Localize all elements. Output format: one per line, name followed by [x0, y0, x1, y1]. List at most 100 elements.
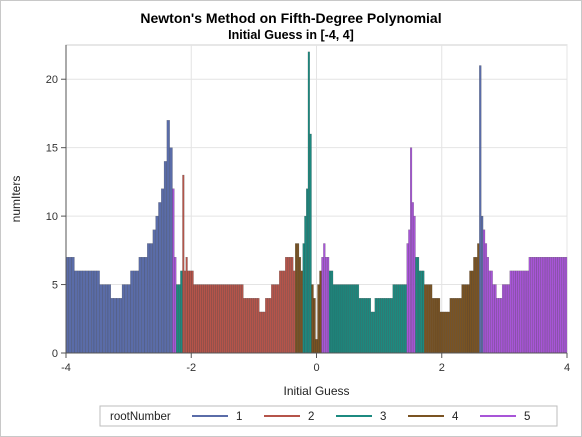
bar-root-5	[321, 257, 324, 354]
bar-root-5	[498, 298, 501, 354]
bar-root-1	[158, 202, 162, 354]
bar-root-1	[74, 270, 78, 354]
bar-root-1	[163, 161, 168, 354]
bar-root-3	[396, 284, 399, 354]
bar-root-4	[298, 257, 302, 354]
bar-root-5	[496, 298, 499, 354]
bar-root-4	[449, 298, 452, 354]
bar-root-5	[555, 257, 558, 354]
bar-root-5	[564, 257, 568, 354]
bar-root-5	[488, 270, 491, 354]
bar-root-5	[524, 270, 528, 354]
bar-root-3	[352, 284, 356, 354]
bar-root-5	[503, 284, 507, 354]
bar-root-5	[515, 270, 518, 354]
bar-root-5	[408, 229, 411, 354]
bar-root-2	[267, 298, 270, 354]
bar-root-4	[471, 270, 474, 354]
bar-root-1	[93, 270, 97, 354]
legend-label-2: 2	[308, 411, 314, 423]
bar-root-2	[223, 284, 226, 354]
bar-root-4	[469, 270, 472, 354]
bar-root-5	[526, 270, 530, 354]
bar-root-2	[273, 284, 276, 354]
bar-root-5	[323, 243, 326, 354]
bar-root-2	[253, 298, 256, 354]
bar-root-2	[211, 284, 214, 354]
bar-root-4	[445, 311, 449, 354]
bar-root-3	[336, 284, 340, 354]
bar-root-2	[235, 284, 238, 354]
bar-root-3	[338, 284, 342, 354]
bar-root-3	[346, 284, 350, 354]
bar-root-5	[410, 147, 413, 354]
bar-root-3	[390, 298, 393, 354]
bar-root-4	[443, 311, 447, 354]
bar-root-5	[486, 257, 489, 354]
bar-root-1	[138, 257, 142, 354]
bar-root-1	[161, 188, 165, 354]
bar-root-4	[426, 284, 429, 354]
bar-root-5	[505, 284, 509, 354]
bar-root-5	[551, 257, 554, 354]
bar-root-4	[459, 298, 462, 354]
bar-root-4	[295, 243, 298, 354]
bar-root-4	[473, 257, 476, 354]
bar-root-2	[243, 298, 246, 354]
bar-root-2	[281, 270, 284, 354]
bar-root-3	[368, 298, 372, 354]
bar-root-5	[517, 270, 520, 354]
bar-root-2	[289, 257, 292, 354]
bar-root-5	[507, 284, 510, 354]
bar-root-4	[457, 298, 460, 354]
bar-root-1	[155, 215, 159, 354]
bar-root-3	[350, 284, 354, 354]
bar-root-3	[344, 284, 348, 354]
bar-root-5	[509, 270, 512, 354]
bar-root-3	[356, 284, 360, 354]
bar-root-5	[547, 257, 551, 354]
bar-root-1	[71, 257, 75, 354]
bar-root-4	[439, 311, 443, 354]
bar-root-2	[197, 284, 200, 354]
bar-root-5	[559, 257, 562, 354]
bar-root-5	[490, 270, 493, 354]
bar-root-2	[213, 284, 216, 354]
x-tick-label: 0	[313, 362, 319, 374]
bar-root-2	[279, 270, 282, 354]
bar-root-1	[105, 284, 109, 354]
x-tick-label: -2	[186, 362, 196, 374]
bar-root-2	[285, 257, 288, 354]
bar-root-2	[261, 311, 264, 354]
bar-root-1	[102, 284, 106, 354]
bar-root-3	[178, 284, 181, 354]
bar-root-2	[287, 257, 290, 354]
bar-root-5	[536, 257, 539, 354]
chart-title: Newton's Method on Fifth-Degree Polynomi…	[140, 10, 442, 26]
bar-root-2	[209, 284, 212, 354]
bar-root-3	[422, 270, 425, 354]
bar-root-4	[300, 270, 303, 354]
bar-root-3	[360, 298, 364, 354]
bar-root-1	[124, 284, 128, 354]
bar-root-2	[255, 298, 258, 354]
bar-root-4	[431, 298, 435, 354]
bar-root-1	[130, 270, 134, 354]
bar-root-3	[354, 284, 358, 354]
bar-root-5	[492, 284, 495, 354]
bar-root-2	[237, 284, 240, 354]
bar-root-3	[362, 298, 366, 354]
bar-root-3	[340, 284, 344, 354]
bar-root-2	[217, 284, 220, 354]
bar-root-1	[88, 270, 92, 354]
bar-root-2	[203, 284, 206, 354]
bar-root-2	[189, 270, 192, 354]
legend-title: rootNumber	[110, 411, 171, 423]
bar-root-3	[394, 284, 397, 354]
bar-root-3	[307, 51, 310, 354]
bar-root-4	[475, 257, 478, 354]
bar-root-1	[127, 284, 131, 354]
bars-layer	[65, 51, 568, 354]
bar-root-4	[453, 298, 456, 354]
